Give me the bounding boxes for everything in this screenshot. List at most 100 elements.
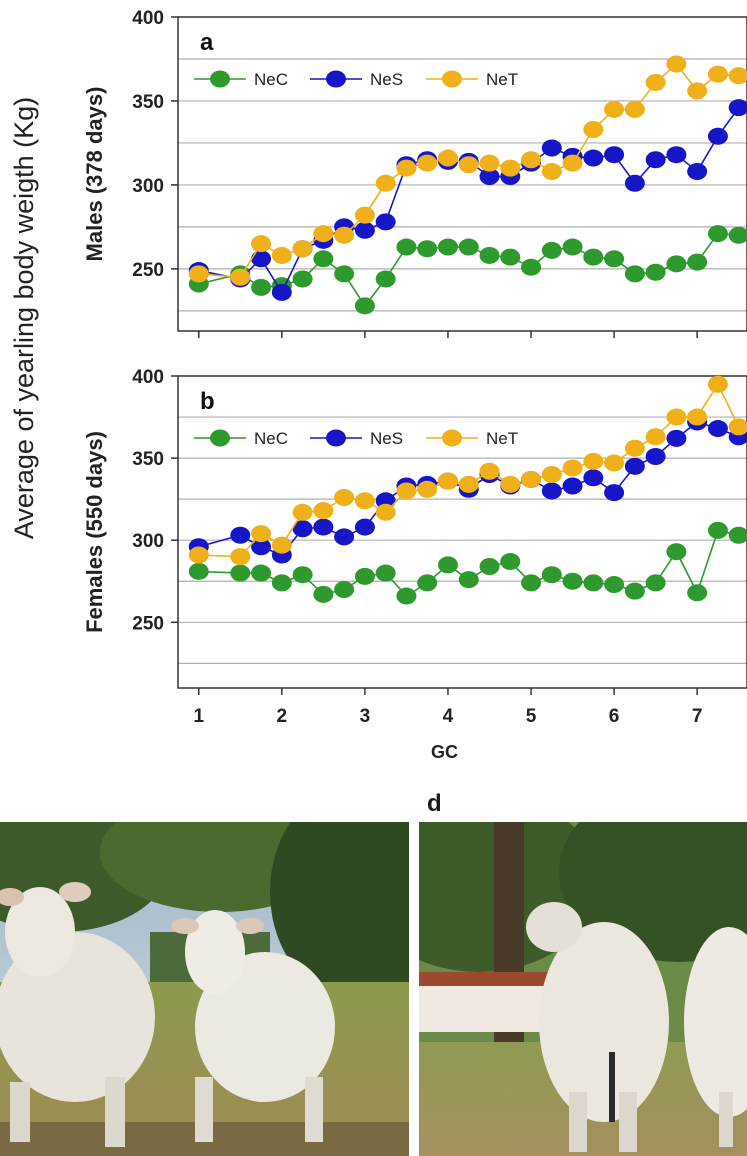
data-point [251, 564, 272, 582]
data-point [562, 477, 583, 495]
data-point [396, 482, 417, 500]
data-point [541, 241, 562, 259]
legend-label: NeS [370, 429, 403, 448]
x-tick-label: 5 [526, 706, 537, 727]
data-point [687, 82, 708, 100]
x-tick-label: 3 [360, 706, 371, 727]
legend-marker [442, 429, 462, 447]
cattle-rear-photo [419, 822, 747, 1156]
panel-y-label: Males (378 days) [82, 87, 107, 262]
data-point [271, 283, 292, 301]
data-point [687, 584, 708, 602]
legend-marker [442, 70, 462, 88]
y-tick-label: 300 [132, 176, 164, 197]
data-point [458, 571, 479, 589]
legend-entry-NeS: NeS [310, 70, 403, 89]
data-point [604, 250, 625, 268]
legend-label: NeC [254, 70, 288, 89]
data-point [562, 154, 583, 172]
legend-entry-NeT: NeT [426, 70, 518, 89]
data-point [666, 255, 687, 273]
data-point [230, 564, 251, 582]
data-point [458, 475, 479, 493]
data-point [271, 574, 292, 592]
legend-label: NeC [254, 429, 288, 448]
data-point [583, 469, 604, 487]
panel-label-d: d [427, 790, 442, 817]
data-point [375, 564, 396, 582]
data-point [500, 159, 521, 177]
data-point [292, 520, 313, 538]
legend-entry-NeS: NeS [310, 429, 403, 448]
data-point [354, 206, 375, 224]
data-point [541, 466, 562, 484]
data-point [604, 146, 625, 164]
y-tick-label: 300 [132, 531, 164, 552]
data-point [479, 462, 500, 480]
data-point [375, 213, 396, 231]
data-point [188, 562, 209, 580]
data-point [251, 538, 272, 556]
x-tick-label: 6 [609, 706, 620, 727]
data-point [728, 526, 747, 544]
data-point [230, 548, 251, 566]
data-point [354, 297, 375, 315]
data-point [417, 240, 438, 258]
data-point [375, 503, 396, 521]
data-point [271, 246, 292, 264]
data-point [645, 151, 666, 169]
data-point [396, 159, 417, 177]
data-point [604, 576, 625, 594]
data-point [562, 572, 583, 590]
data-point [583, 452, 604, 470]
data-point [583, 121, 604, 139]
data-point [313, 585, 334, 603]
data-point [728, 67, 747, 85]
data-point [292, 270, 313, 288]
legend-marker [326, 70, 346, 88]
y-tick-label: 250 [132, 613, 164, 634]
data-point [645, 428, 666, 446]
y-tick-label: 350 [132, 449, 164, 470]
data-point [417, 574, 438, 592]
series-NeC [188, 521, 747, 605]
data-point [251, 250, 272, 268]
data-point [624, 174, 645, 192]
data-point [707, 521, 728, 539]
legend-label: NeT [486, 429, 518, 448]
legend-entry-NeT: NeT [426, 429, 518, 448]
data-point [562, 238, 583, 256]
data-point [604, 100, 625, 118]
data-point [687, 408, 708, 426]
chart-figure: Average of yearling body weigth (Kg) 250 3… [9, 8, 747, 762]
data-point [707, 65, 728, 83]
legend-label: NeS [370, 70, 403, 89]
data-point [645, 73, 666, 91]
chart-panel-b: 250 300 350 400 1 2 3 4 5 6 7 Females (550 days) GC b… [82, 367, 747, 762]
legend-marker [210, 70, 230, 88]
data-point [334, 226, 355, 244]
data-point [230, 268, 251, 286]
data-point [562, 459, 583, 477]
data-point [396, 238, 417, 256]
panel-label: a [200, 29, 214, 56]
data-point [624, 100, 645, 118]
data-point [541, 139, 562, 157]
data-point [666, 408, 687, 426]
data-point [521, 574, 542, 592]
plot-frame [177, 375, 747, 689]
data-point [188, 546, 209, 564]
x-tick-label: 2 [277, 706, 288, 727]
data-point [251, 235, 272, 253]
data-point [354, 567, 375, 585]
data-point [334, 528, 355, 546]
data-point [188, 265, 209, 283]
data-point [583, 574, 604, 592]
y-tick-label: 350 [132, 92, 164, 113]
data-point [230, 526, 251, 544]
y-axis-title: Average of yearling body weigth (Kg) [9, 97, 39, 539]
data-point [728, 418, 747, 436]
data-point [728, 226, 747, 244]
data-point [437, 238, 458, 256]
legend-entry-NeC: NeC [194, 70, 288, 89]
